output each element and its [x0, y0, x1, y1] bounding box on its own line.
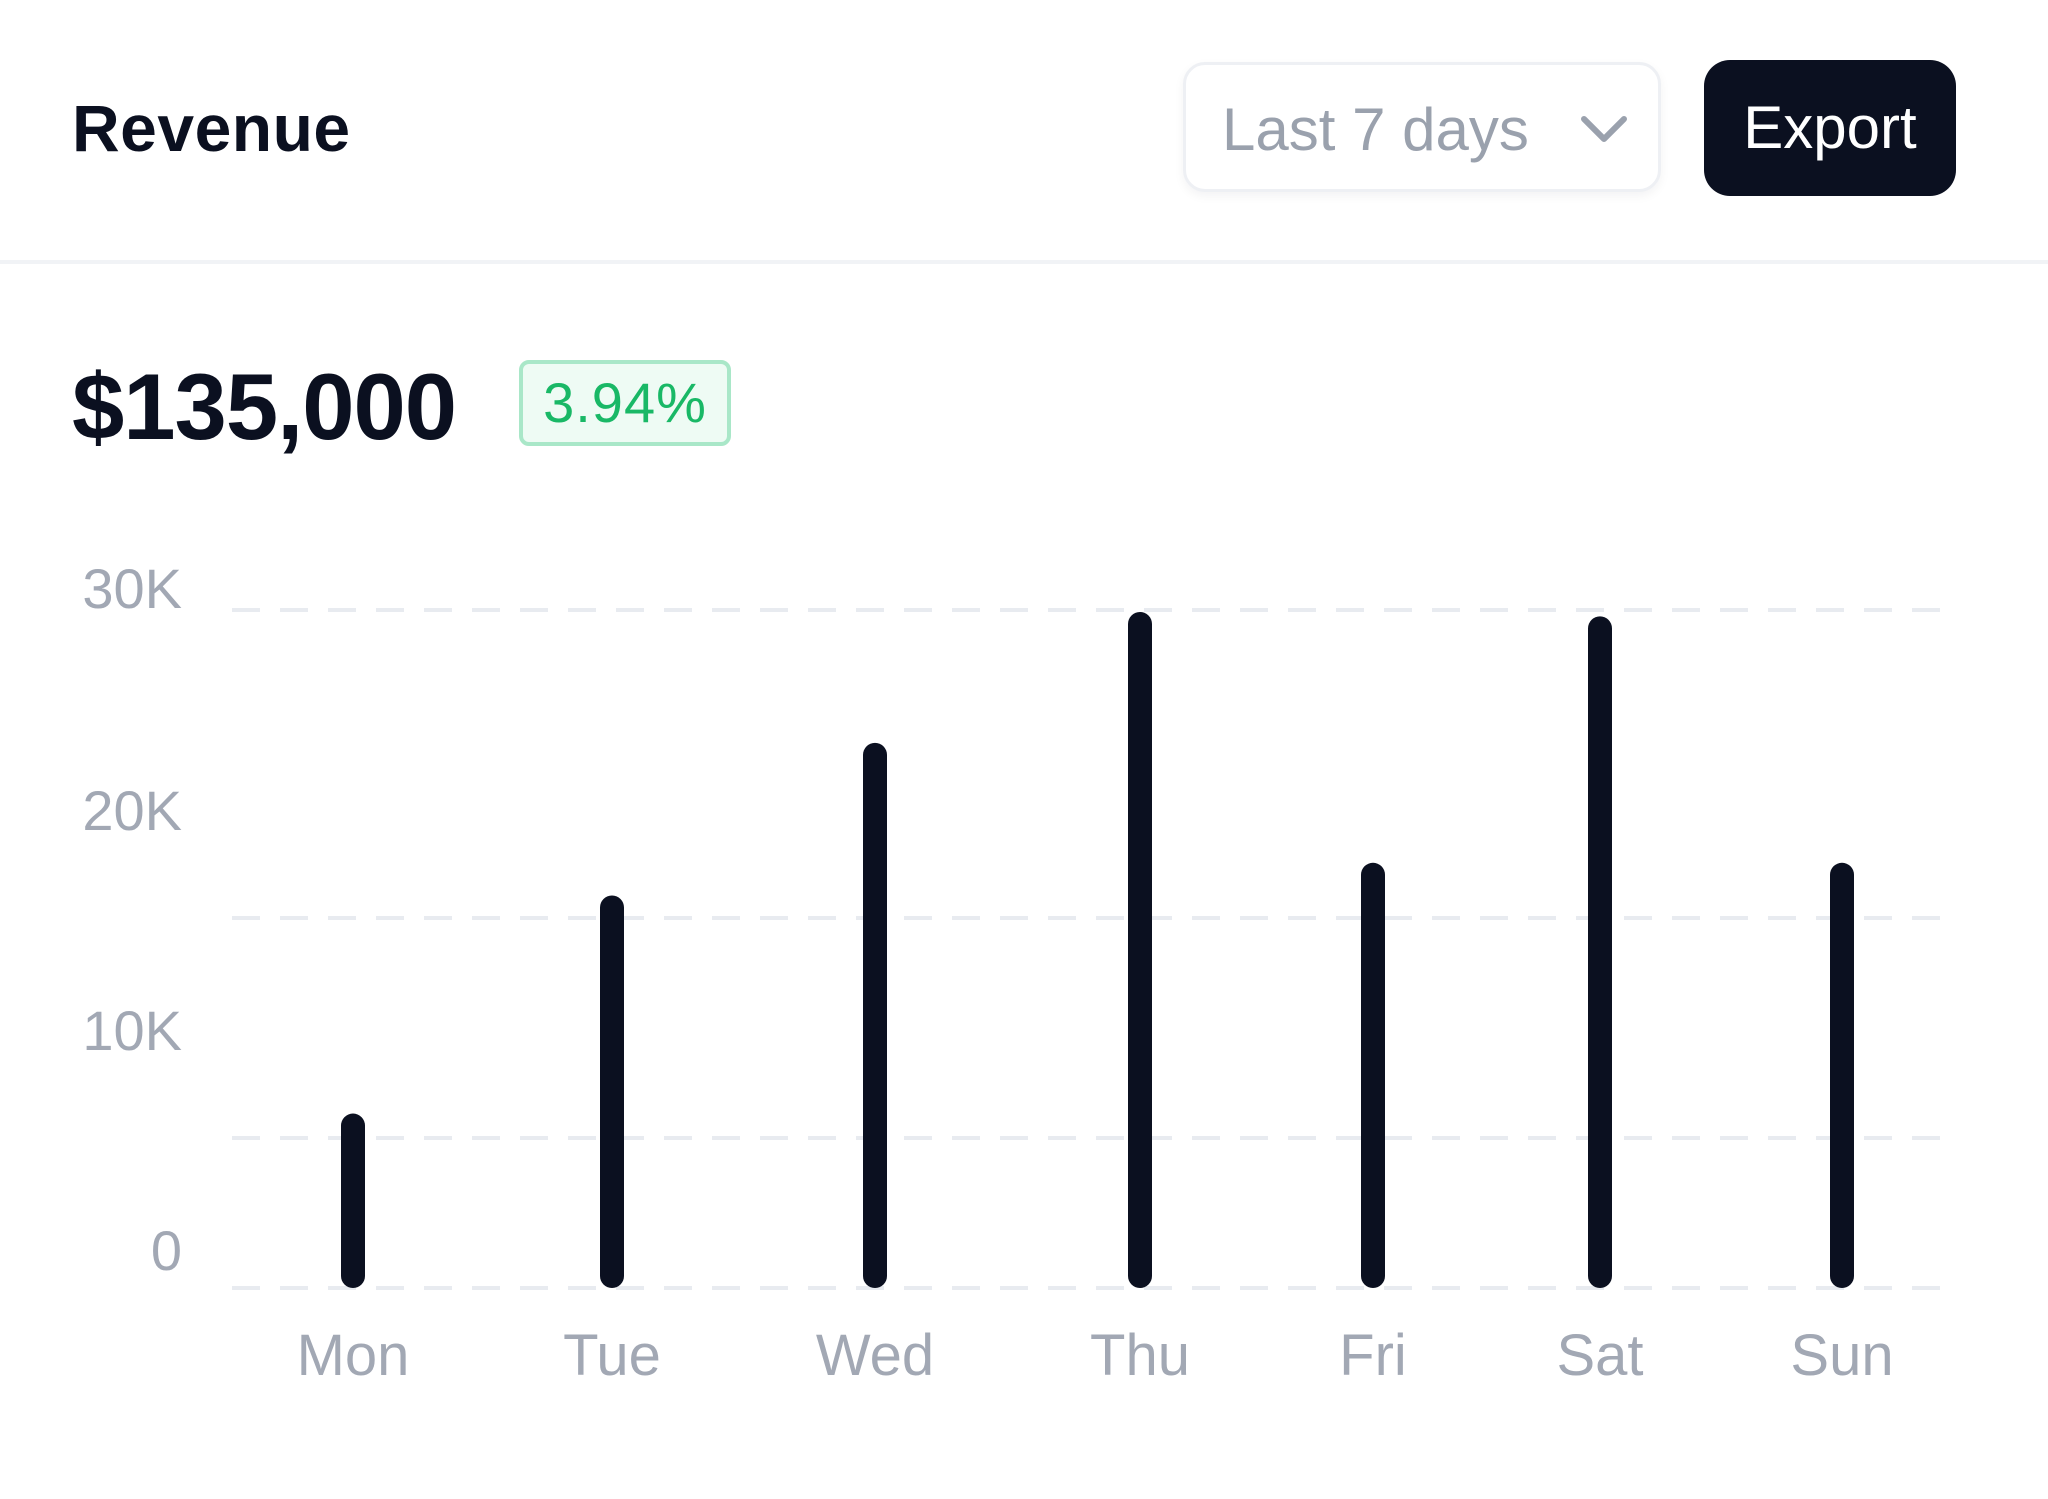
bar-sat[interactable]: [1588, 616, 1612, 1288]
export-button[interactable]: Export: [1704, 60, 1956, 196]
x-tick-label: Fri: [1339, 1323, 1407, 1388]
date-range-select[interactable]: Last 7 days: [1183, 62, 1661, 192]
date-range-value: Last 7 days: [1222, 96, 1529, 163]
bar-fri[interactable]: [1361, 862, 1385, 1288]
bar-wed[interactable]: [863, 742, 887, 1288]
x-tick-label: Mon: [297, 1323, 410, 1388]
x-tick-label: Sat: [1556, 1323, 1643, 1388]
change-badge: 3.94%: [519, 360, 731, 446]
y-tick-label: 30K: [82, 557, 182, 620]
bar-mon[interactable]: [341, 1113, 365, 1288]
bar-sun[interactable]: [1830, 862, 1854, 1288]
bar-tue[interactable]: [600, 895, 624, 1288]
card-header: Revenue Last 7 days Export: [0, 0, 2048, 264]
card-title: Revenue: [72, 91, 351, 165]
bar-thu[interactable]: [1128, 612, 1152, 1288]
x-axis-ticks: Mon Tue Wed Thu Fri Sat Sun: [297, 1323, 1894, 1388]
y-tick-label: 20K: [82, 779, 182, 842]
bars: [341, 612, 1854, 1288]
x-tick-label: Wed: [816, 1323, 934, 1388]
chevron-down-icon: [1581, 116, 1627, 142]
total-revenue: $135,000: [72, 354, 457, 459]
y-axis-ticks: 0 10K 20K 30K: [82, 557, 182, 1282]
x-tick-label: Sun: [1790, 1323, 1893, 1388]
y-tick-label: 10K: [82, 999, 182, 1062]
grid-lines: [232, 608, 1956, 1290]
y-tick-label: 0: [151, 1219, 182, 1282]
x-tick-label: Tue: [563, 1323, 661, 1388]
x-tick-label: Thu: [1090, 1323, 1190, 1388]
